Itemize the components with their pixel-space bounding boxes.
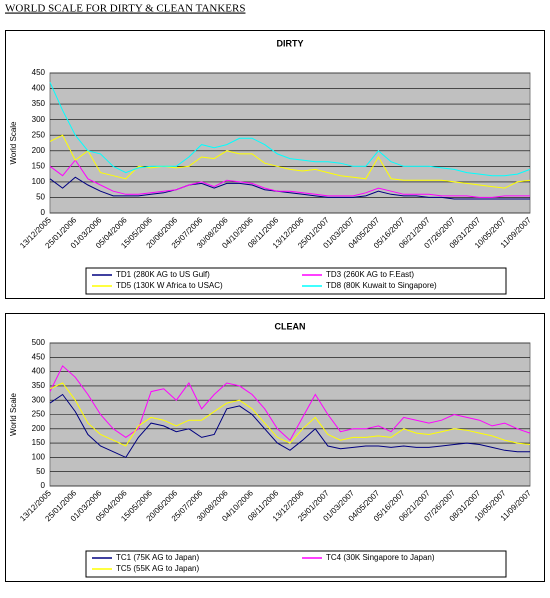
y-tick-label: 350	[32, 381, 46, 390]
legend-label: TD8 (80K Kuwait to Singapore)	[326, 281, 437, 290]
series-line	[49, 82, 531, 177]
y-tick-label: 100	[32, 453, 46, 462]
y-tick-label: 0	[41, 481, 46, 490]
legend-label: TD3 (260K AG to F.East)	[326, 270, 414, 279]
y-tick-label: 450	[32, 68, 46, 77]
y-tick-label: 200	[32, 146, 46, 155]
y-tick-label: 100	[32, 177, 46, 186]
series-line	[49, 382, 531, 447]
y-tick-label: 50	[36, 193, 45, 202]
y-axis-label: World Scale	[9, 392, 18, 436]
chart-title: DIRTY	[277, 38, 304, 48]
legend-label: TC4 (30K Singapore to Japan)	[326, 553, 435, 562]
y-tick-label: 250	[32, 130, 46, 139]
y-tick-label: 50	[36, 467, 45, 476]
series-line	[49, 365, 531, 441]
y-tick-label: 500	[32, 338, 46, 347]
y-tick-label: 200	[32, 424, 46, 433]
y-tick-label: 450	[32, 352, 46, 361]
legend-label: TD1 (280K AG to US Gulf)	[116, 270, 210, 279]
y-tick-label: 350	[32, 99, 46, 108]
plot-area	[49, 72, 531, 214]
y-tick-label: 250	[32, 410, 46, 419]
page-title: WORLD SCALE FOR DIRTY & CLEAN TANKERS	[5, 3, 245, 15]
y-tick-label: 400	[32, 84, 46, 93]
y-tick-label: 300	[32, 395, 46, 404]
y-tick-label: 150	[32, 438, 46, 447]
legend-box	[85, 267, 507, 295]
y-axis-label: World Scale	[9, 121, 18, 165]
y-tick-label: 0	[41, 208, 46, 217]
legend-label: TD5 (130K W Africa to USAC)	[116, 281, 223, 290]
series-line	[49, 159, 530, 198]
series-line	[49, 176, 530, 200]
y-tick-label: 150	[32, 161, 46, 170]
legend-label: TC1 (75K AG to Japan)	[116, 553, 199, 562]
legend-box	[85, 550, 507, 578]
chart-title: CLEAN	[275, 321, 306, 331]
legend-label: TC5 (55K AG to Japan)	[116, 564, 199, 573]
series-line	[49, 393, 530, 459]
y-tick-label: 300	[32, 115, 46, 124]
series-line	[49, 134, 531, 189]
y-tick-label: 400	[32, 367, 46, 376]
